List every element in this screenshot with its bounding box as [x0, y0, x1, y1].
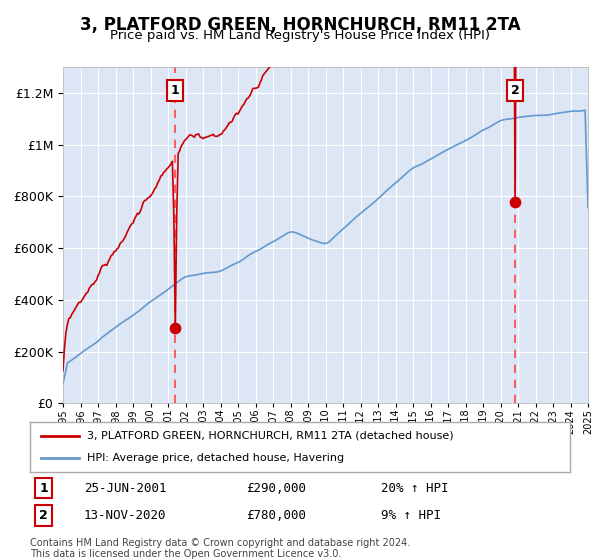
Text: 9% ↑ HPI: 9% ↑ HPI	[381, 509, 441, 522]
Text: 3, PLATFORD GREEN, HORNCHURCH, RM11 2TA: 3, PLATFORD GREEN, HORNCHURCH, RM11 2TA	[80, 16, 520, 34]
Point	[510, 197, 520, 206]
Text: Contains HM Land Registry data © Crown copyright and database right 2024.
This d: Contains HM Land Registry data © Crown c…	[30, 538, 410, 559]
Text: 20% ↑ HPI: 20% ↑ HPI	[381, 482, 449, 494]
Text: 2: 2	[39, 509, 48, 522]
Text: 25-JUN-2001: 25-JUN-2001	[84, 482, 167, 494]
Text: 13-NOV-2020: 13-NOV-2020	[84, 509, 167, 522]
Text: 2: 2	[511, 84, 520, 97]
Text: Price paid vs. HM Land Registry's House Price Index (HPI): Price paid vs. HM Land Registry's House …	[110, 29, 490, 42]
Text: £780,000: £780,000	[246, 509, 306, 522]
Text: 1: 1	[171, 84, 179, 97]
Point	[170, 324, 180, 333]
Text: £290,000: £290,000	[246, 482, 306, 494]
Text: HPI: Average price, detached house, Havering: HPI: Average price, detached house, Have…	[86, 453, 344, 463]
Text: 1: 1	[39, 482, 48, 494]
Text: 3, PLATFORD GREEN, HORNCHURCH, RM11 2TA (detached house): 3, PLATFORD GREEN, HORNCHURCH, RM11 2TA …	[86, 431, 454, 441]
